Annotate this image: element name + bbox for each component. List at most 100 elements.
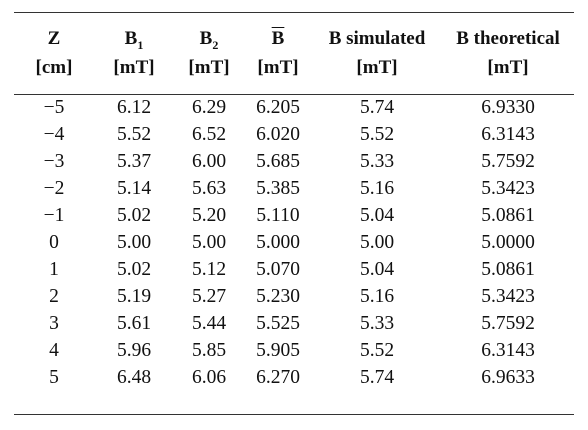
header-b1: B1 <box>94 0 174 54</box>
table-body: −5 6.12 6.29 6.205 5.74 6.9330 −4 5.52 6.52 6.020… <box>14 81 574 391</box>
table-row: −3 5.37 6.00 5.685 5.33 5.7592 <box>14 148 574 175</box>
table-row: −5 6.12 6.29 6.205 5.74 6.9330 <box>14 81 574 121</box>
header-b2-unit: [mT] <box>188 57 230 78</box>
cell-b2: 6.00 <box>191 151 227 172</box>
header-b1-subscript: 1 <box>137 38 144 52</box>
cell-b-simulated: 5.74 <box>359 97 395 118</box>
cell-b2: 5.00 <box>191 232 227 253</box>
cell-b-simulated: 5.16 <box>359 178 395 199</box>
cell-b-theoretical: 6.3143 <box>481 124 535 145</box>
cell-b-simulated: 5.04 <box>359 205 395 226</box>
header-z-unit: [cm] <box>35 57 73 78</box>
header-b2-label: B <box>199 28 213 49</box>
cell-b-theoretical: 5.0861 <box>481 259 535 280</box>
header-b-theoretical: B theoretical <box>442 0 574 54</box>
table-row: 5 6.48 6.06 6.270 5.74 6.9633 <box>14 364 574 391</box>
cell-z: −2 <box>43 178 65 199</box>
cell-b2: 5.27 <box>191 286 227 307</box>
cell-b-simulated: 5.52 <box>359 124 395 145</box>
cell-b-mean: 5.070 <box>256 259 300 280</box>
cell-b2: 5.85 <box>191 340 227 361</box>
bottom-rule <box>14 414 574 415</box>
header-b-simulated-label: B simulated <box>328 28 426 49</box>
table-row: 2 5.19 5.27 5.230 5.16 5.3423 <box>14 283 574 310</box>
cell-b-mean: 5.385 <box>256 178 300 199</box>
cell-b-simulated: 5.04 <box>359 259 395 280</box>
header-b1-label: B <box>124 28 138 49</box>
cell-b2: 6.06 <box>191 367 227 388</box>
cell-b-mean: 6.020 <box>256 124 300 145</box>
cell-b-theoretical: 6.9330 <box>481 97 535 118</box>
cell-b1: 5.14 <box>116 178 152 199</box>
cell-b1: 5.96 <box>116 340 152 361</box>
header-b-simulated-unit: [mT] <box>356 57 398 78</box>
cell-b-theoretical: 5.7592 <box>481 151 535 172</box>
cell-b-simulated: 5.33 <box>359 313 395 334</box>
cell-z: −4 <box>43 124 65 145</box>
cell-b2: 5.44 <box>191 313 227 334</box>
header-b-simulated: B simulated <box>312 0 442 54</box>
table-row: 1 5.02 5.12 5.070 5.04 5.0861 <box>14 256 574 283</box>
cell-b-mean: 5.525 <box>256 313 300 334</box>
header-b-mean: B <box>244 0 312 54</box>
cell-b-theoretical: 5.0861 <box>481 205 535 226</box>
cell-b-mean: 5.000 <box>256 232 300 253</box>
cell-z: 0 <box>49 232 59 253</box>
cell-z: 2 <box>49 286 59 307</box>
cell-z: −3 <box>43 151 65 172</box>
header-b2-subscript: 2 <box>212 38 219 52</box>
header-b-mean-unit: [mT] <box>257 57 299 78</box>
cell-b-simulated: 5.52 <box>359 340 395 361</box>
table-row: −2 5.14 5.63 5.385 5.16 5.3423 <box>14 175 574 202</box>
cell-b2: 5.63 <box>191 178 227 199</box>
header-rule <box>14 94 574 95</box>
header-z: Z <box>14 0 94 54</box>
header-b2: B2 <box>174 0 244 54</box>
cell-b1: 6.48 <box>116 367 152 388</box>
cell-b-mean: 5.685 <box>256 151 300 172</box>
cell-b-simulated: 5.00 <box>359 232 395 253</box>
cell-b-mean: 5.110 <box>256 205 300 226</box>
cell-b2: 5.12 <box>191 259 227 280</box>
cell-b1: 5.00 <box>116 232 152 253</box>
magnetic-field-table: Z B1 B2 B B simulated B theoretical <box>14 0 574 391</box>
cell-b-simulated: 5.33 <box>359 151 395 172</box>
cell-b-theoretical: 5.3423 <box>481 286 535 307</box>
cell-b-mean: 5.230 <box>256 286 300 307</box>
cell-b-theoretical: 5.7592 <box>481 313 535 334</box>
header-row-1: Z B1 B2 B B simulated B theoretical <box>14 0 574 54</box>
table-row: 4 5.96 5.85 5.905 5.52 6.3143 <box>14 337 574 364</box>
cell-b1: 5.19 <box>116 286 152 307</box>
cell-z: −5 <box>43 97 65 118</box>
table-row: 0 5.00 5.00 5.000 5.00 5.0000 <box>14 229 574 256</box>
cell-b-simulated: 5.74 <box>359 367 395 388</box>
cell-b-theoretical: 5.3423 <box>481 178 535 199</box>
cell-b-mean: 6.205 <box>256 97 300 118</box>
header-b-mean-label: B <box>271 28 285 49</box>
top-rule <box>14 12 574 13</box>
cell-b-theoretical: 6.3143 <box>481 340 535 361</box>
cell-b1: 5.52 <box>116 124 152 145</box>
cell-z: 1 <box>49 259 59 280</box>
cell-b-simulated: 5.16 <box>359 286 395 307</box>
cell-z: 5 <box>49 367 59 388</box>
table-row: −4 5.52 6.52 6.020 5.52 6.3143 <box>14 121 574 148</box>
header-row-2: [cm] [mT] [mT] [mT] [mT] [mT] <box>14 54 574 81</box>
cell-z: 4 <box>49 340 59 361</box>
header-b-theoretical-unit: [mT] <box>487 57 529 78</box>
cell-b-mean: 5.905 <box>256 340 300 361</box>
header-b1-unit: [mT] <box>113 57 155 78</box>
cell-b2: 6.29 <box>191 97 227 118</box>
table-row: 3 5.61 5.44 5.525 5.33 5.7592 <box>14 310 574 337</box>
table-row: −1 5.02 5.20 5.110 5.04 5.0861 <box>14 202 574 229</box>
cell-b2: 5.20 <box>191 205 227 226</box>
cell-b1: 5.61 <box>116 313 152 334</box>
cell-b-theoretical: 5.0000 <box>481 232 535 253</box>
cell-b1: 6.12 <box>116 97 152 118</box>
cell-b-theoretical: 6.9633 <box>481 367 535 388</box>
header-z-label: Z <box>47 28 61 49</box>
cell-z: −1 <box>43 205 65 226</box>
cell-z: 3 <box>49 313 59 334</box>
cell-b2: 6.52 <box>191 124 227 145</box>
